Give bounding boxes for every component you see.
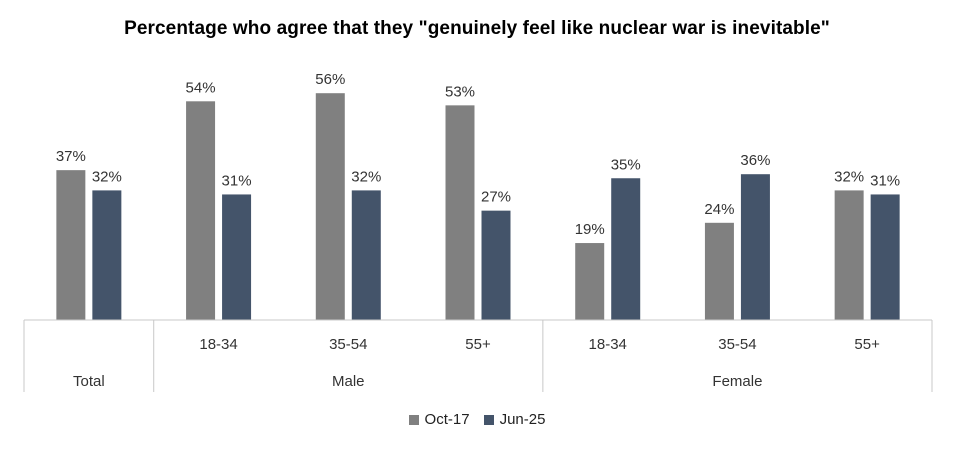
bar-jun-25-2: [351, 190, 381, 320]
category-label-3: 55+: [465, 336, 491, 353]
data-label-jun-25-0: 32%: [92, 168, 122, 185]
category-label-1: 18-34: [199, 336, 237, 353]
legend-swatch-oct-17: [408, 414, 419, 425]
bar-oct-17-4: [575, 243, 605, 320]
bar-jun-25-3: [481, 210, 511, 320]
category-label-2: 35-54: [329, 336, 367, 353]
category-label-4: 18-34: [589, 336, 627, 353]
bar-jun-25-1: [222, 194, 252, 320]
legend-label-oct-17: Oct-17: [424, 411, 470, 428]
bar-oct-17-1: [186, 101, 216, 320]
data-label-jun-25-2: 32%: [351, 168, 381, 185]
data-label-oct-17-6: 32%: [834, 168, 864, 185]
data-label-jun-25-4: 35%: [611, 156, 641, 173]
bar-oct-17-0: [56, 170, 86, 320]
bar-jun-25-0: [92, 190, 122, 320]
data-label-oct-17-2: 56%: [315, 71, 345, 88]
data-label-oct-17-3: 53%: [445, 83, 475, 100]
chart-title: Percentage who agree that they "genuinel…: [124, 18, 830, 39]
bar-oct-17-5: [704, 222, 734, 320]
data-label-oct-17-5: 24%: [704, 201, 734, 218]
data-label-oct-17-4: 19%: [575, 221, 605, 238]
bar-oct-17-3: [445, 105, 475, 320]
group-label-total: Total: [73, 373, 105, 390]
bar-jun-25-4: [611, 178, 641, 320]
bar-jun-25-6: [870, 194, 900, 320]
category-label-5: 35-54: [718, 336, 756, 353]
bar-oct-17-2: [315, 93, 345, 320]
data-label-jun-25-6: 31%: [870, 172, 900, 189]
group-label-female: Female: [712, 373, 762, 390]
data-label-oct-17-1: 54%: [186, 79, 216, 96]
data-label-jun-25-1: 31%: [222, 172, 252, 189]
bar-oct-17-6: [834, 190, 864, 320]
legend-label-jun-25: Jun-25: [499, 411, 546, 428]
data-label-jun-25-5: 36%: [740, 152, 770, 169]
bar-jun-25-5: [740, 174, 770, 320]
legend-item-jun-25: Jun-25: [483, 411, 546, 428]
legend-item-oct-17: Oct-17: [408, 411, 470, 428]
data-label-oct-17-0: 37%: [56, 148, 86, 165]
data-label-jun-25-3: 27%: [481, 189, 511, 206]
legend-swatch-jun-25: [483, 414, 494, 425]
group-label-male: Male: [332, 373, 365, 390]
category-label-6: 55+: [854, 336, 880, 353]
chart-legend: Oct-17 Jun-25: [0, 411, 954, 428]
